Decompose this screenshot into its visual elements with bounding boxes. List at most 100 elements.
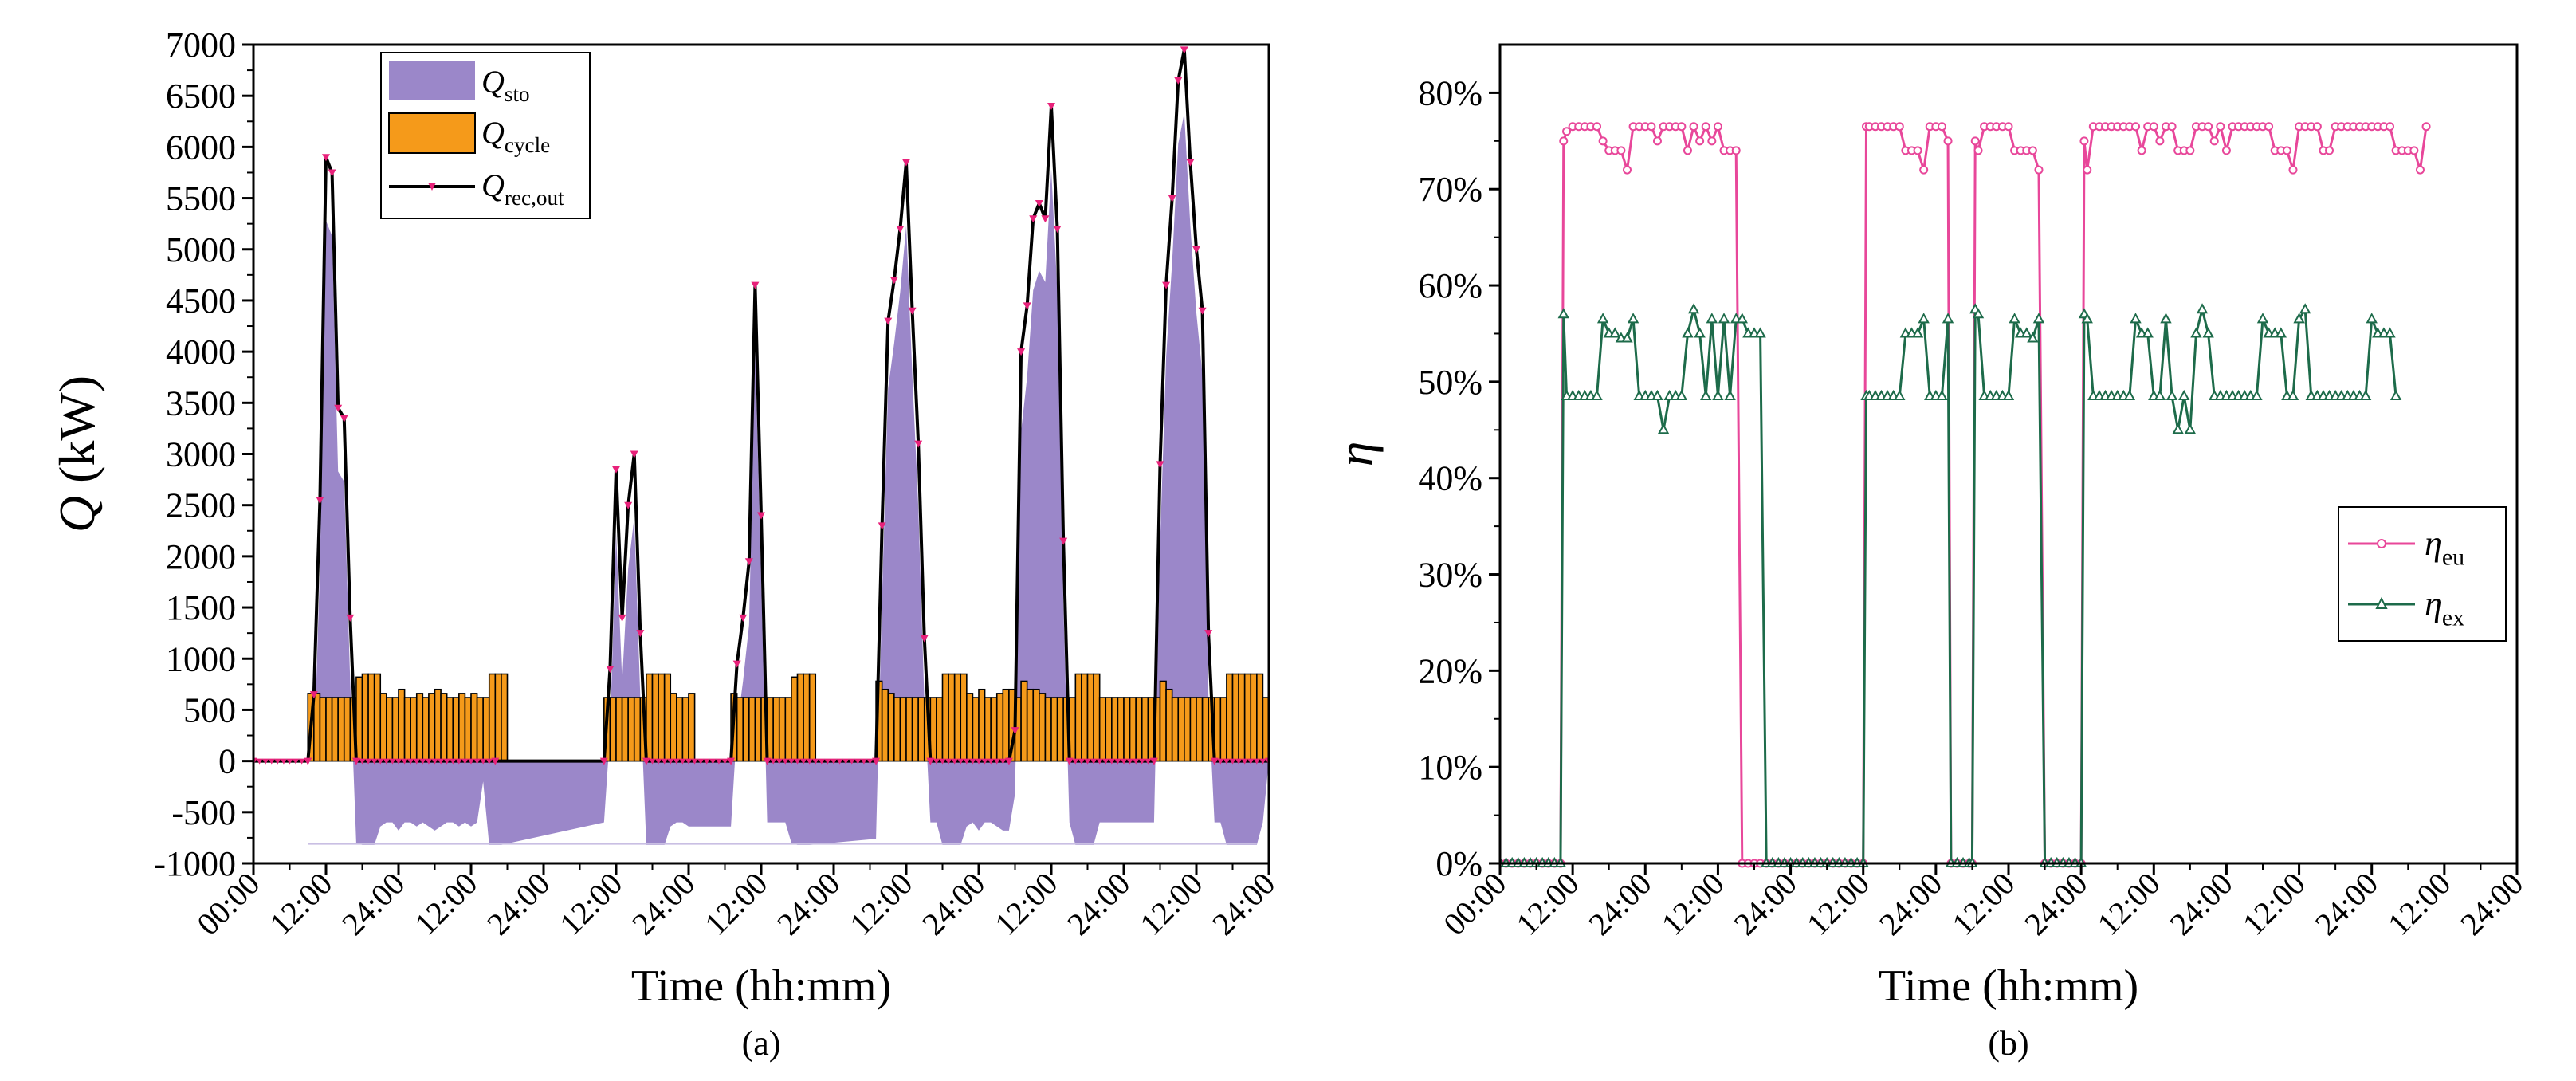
q-rec-out-marker	[492, 758, 499, 765]
q-rec-out-marker	[1138, 758, 1145, 765]
eta-ex-marker	[2389, 389, 2402, 401]
q-cycle-bar	[1159, 680, 1167, 762]
q-rec-out-marker	[1108, 758, 1115, 765]
q-rec-out-marker	[340, 415, 348, 423]
q-cycle-bar	[676, 697, 684, 762]
eta-eu-marker	[1562, 127, 1572, 136]
q-cycle-bar	[995, 693, 1004, 762]
q-rec-out-marker	[1259, 758, 1266, 765]
y-tick-label: -1000	[154, 844, 236, 883]
eta-ex-marker	[2142, 327, 2154, 338]
q-cycle-bar	[990, 697, 998, 762]
q-rec-out-marker	[473, 758, 481, 765]
legend-label-eta-eu: ηeu	[2425, 524, 2464, 570]
q-cycle-bar	[440, 693, 448, 762]
q-cycle-bar	[911, 697, 919, 762]
eta-ex-marker	[1651, 389, 1663, 401]
eta-eu-marker	[1973, 146, 1983, 155]
legend-marker-q-rec-out	[428, 183, 436, 191]
x-tick-label: 24:00	[2453, 866, 2530, 942]
eta-eu-marker	[1713, 122, 1722, 132]
q-rec-out-marker	[860, 758, 867, 765]
legend-label-q-rec-out: Qrec,out	[481, 167, 564, 210]
q-rec-out-marker	[1126, 758, 1133, 765]
q-rec-out-marker	[636, 630, 645, 638]
x-tick-label: 24:00	[770, 866, 846, 942]
q-rec-out-marker	[945, 758, 952, 765]
y-tick-label: 500	[183, 690, 236, 729]
q-rec-out-marker	[787, 758, 795, 765]
eta-ex-marker	[2196, 303, 2209, 314]
q-rec-out-marker	[824, 758, 831, 765]
q-rec-out-marker	[920, 635, 929, 643]
x-tick-label: 12:00	[697, 866, 774, 942]
q-rec-out-marker	[933, 758, 940, 765]
y-tick-label: 6500	[166, 77, 236, 116]
q-rec-out-marker	[468, 758, 474, 765]
eta-ex-marker	[2366, 313, 2378, 324]
q-rec-out-marker	[1253, 758, 1260, 765]
q-rec-out-marker	[1192, 246, 1200, 254]
q-rec-out-marker	[1059, 537, 1068, 545]
eta-eu-marker	[2386, 122, 2394, 132]
eta-ex-marker	[2190, 327, 2202, 338]
eta-ex-marker	[1712, 389, 1724, 401]
q-rec-out-marker	[739, 614, 748, 622]
q-cycle-bar	[313, 693, 321, 762]
x-tick-label: 12:00	[1509, 866, 1585, 942]
eta-ex-marker	[2130, 313, 2142, 324]
q-cycle-bar	[1081, 673, 1089, 762]
q-cycle-bar	[633, 697, 642, 762]
q-rec-out-marker	[914, 440, 923, 448]
eta-eu-marker	[1970, 136, 1980, 146]
y-tick-label: 5000	[166, 230, 236, 269]
y-tick-label: 5500	[166, 179, 236, 218]
legend-swatch-q-sto	[389, 61, 475, 100]
q-cycle-bar	[1050, 697, 1058, 762]
q-cycle-bar	[452, 697, 460, 762]
eta-ex-marker	[2172, 423, 2184, 434]
q-cycle-bar	[403, 697, 411, 762]
q-rec-out-marker	[667, 758, 674, 765]
q-rec-out-marker	[794, 758, 801, 765]
q-cycle-bar	[1141, 697, 1149, 762]
q-cycle-bar	[398, 688, 406, 762]
q-cycle-bar	[1196, 697, 1204, 762]
y-tick-label: 2500	[166, 486, 236, 525]
q-cycle-bar	[972, 697, 980, 762]
y-tick-label: 1000	[166, 639, 236, 678]
eta-eu-marker	[1919, 165, 1929, 175]
eta-eu-marker	[2282, 146, 2291, 155]
q-rec-out-marker	[322, 154, 330, 162]
q-cycle-bar	[784, 697, 792, 762]
q-cycle-bar	[803, 673, 811, 762]
q-cycle-bar	[808, 673, 817, 762]
x-tick-label: 24:00	[2308, 866, 2385, 942]
q-cycle-bar	[658, 673, 666, 762]
q-rec-out-marker	[715, 758, 722, 765]
q-cycle-bar	[325, 697, 333, 762]
q-rec-out-marker	[902, 159, 910, 167]
x-tick-label: 12:00	[552, 866, 629, 942]
q-rec-out-marker	[431, 758, 438, 765]
q-cycle-bar	[1231, 673, 1239, 762]
plot-area-b	[1500, 122, 2431, 868]
q-rec-out-marker	[485, 758, 493, 765]
q-cycle-bar	[494, 673, 502, 762]
q-rec-out-marker	[728, 758, 735, 765]
eta-ex-marker	[1724, 389, 1736, 401]
plot-a: -1000 -500 0 500 1000 1500 2000 2500 3000 3500 400…	[49, 26, 1282, 1063]
eta-ex-marker	[1918, 313, 1930, 324]
eta-eu-marker	[1616, 146, 1626, 155]
q-rec-out-marker	[389, 758, 396, 765]
q-rec-out-marker	[1102, 758, 1109, 765]
q-rec-out-marker	[274, 758, 281, 765]
q-rec-out-marker	[1223, 758, 1230, 765]
q-rec-out-marker	[1096, 758, 1103, 765]
q-cycle-bar	[966, 693, 974, 762]
q-cycle-bar	[1093, 673, 1101, 762]
q-rec-out-marker	[1029, 215, 1038, 223]
q-rec-out-marker	[1066, 758, 1073, 765]
eta-ex-marker	[1557, 308, 1569, 319]
eta-eu-marker	[1695, 136, 1705, 146]
